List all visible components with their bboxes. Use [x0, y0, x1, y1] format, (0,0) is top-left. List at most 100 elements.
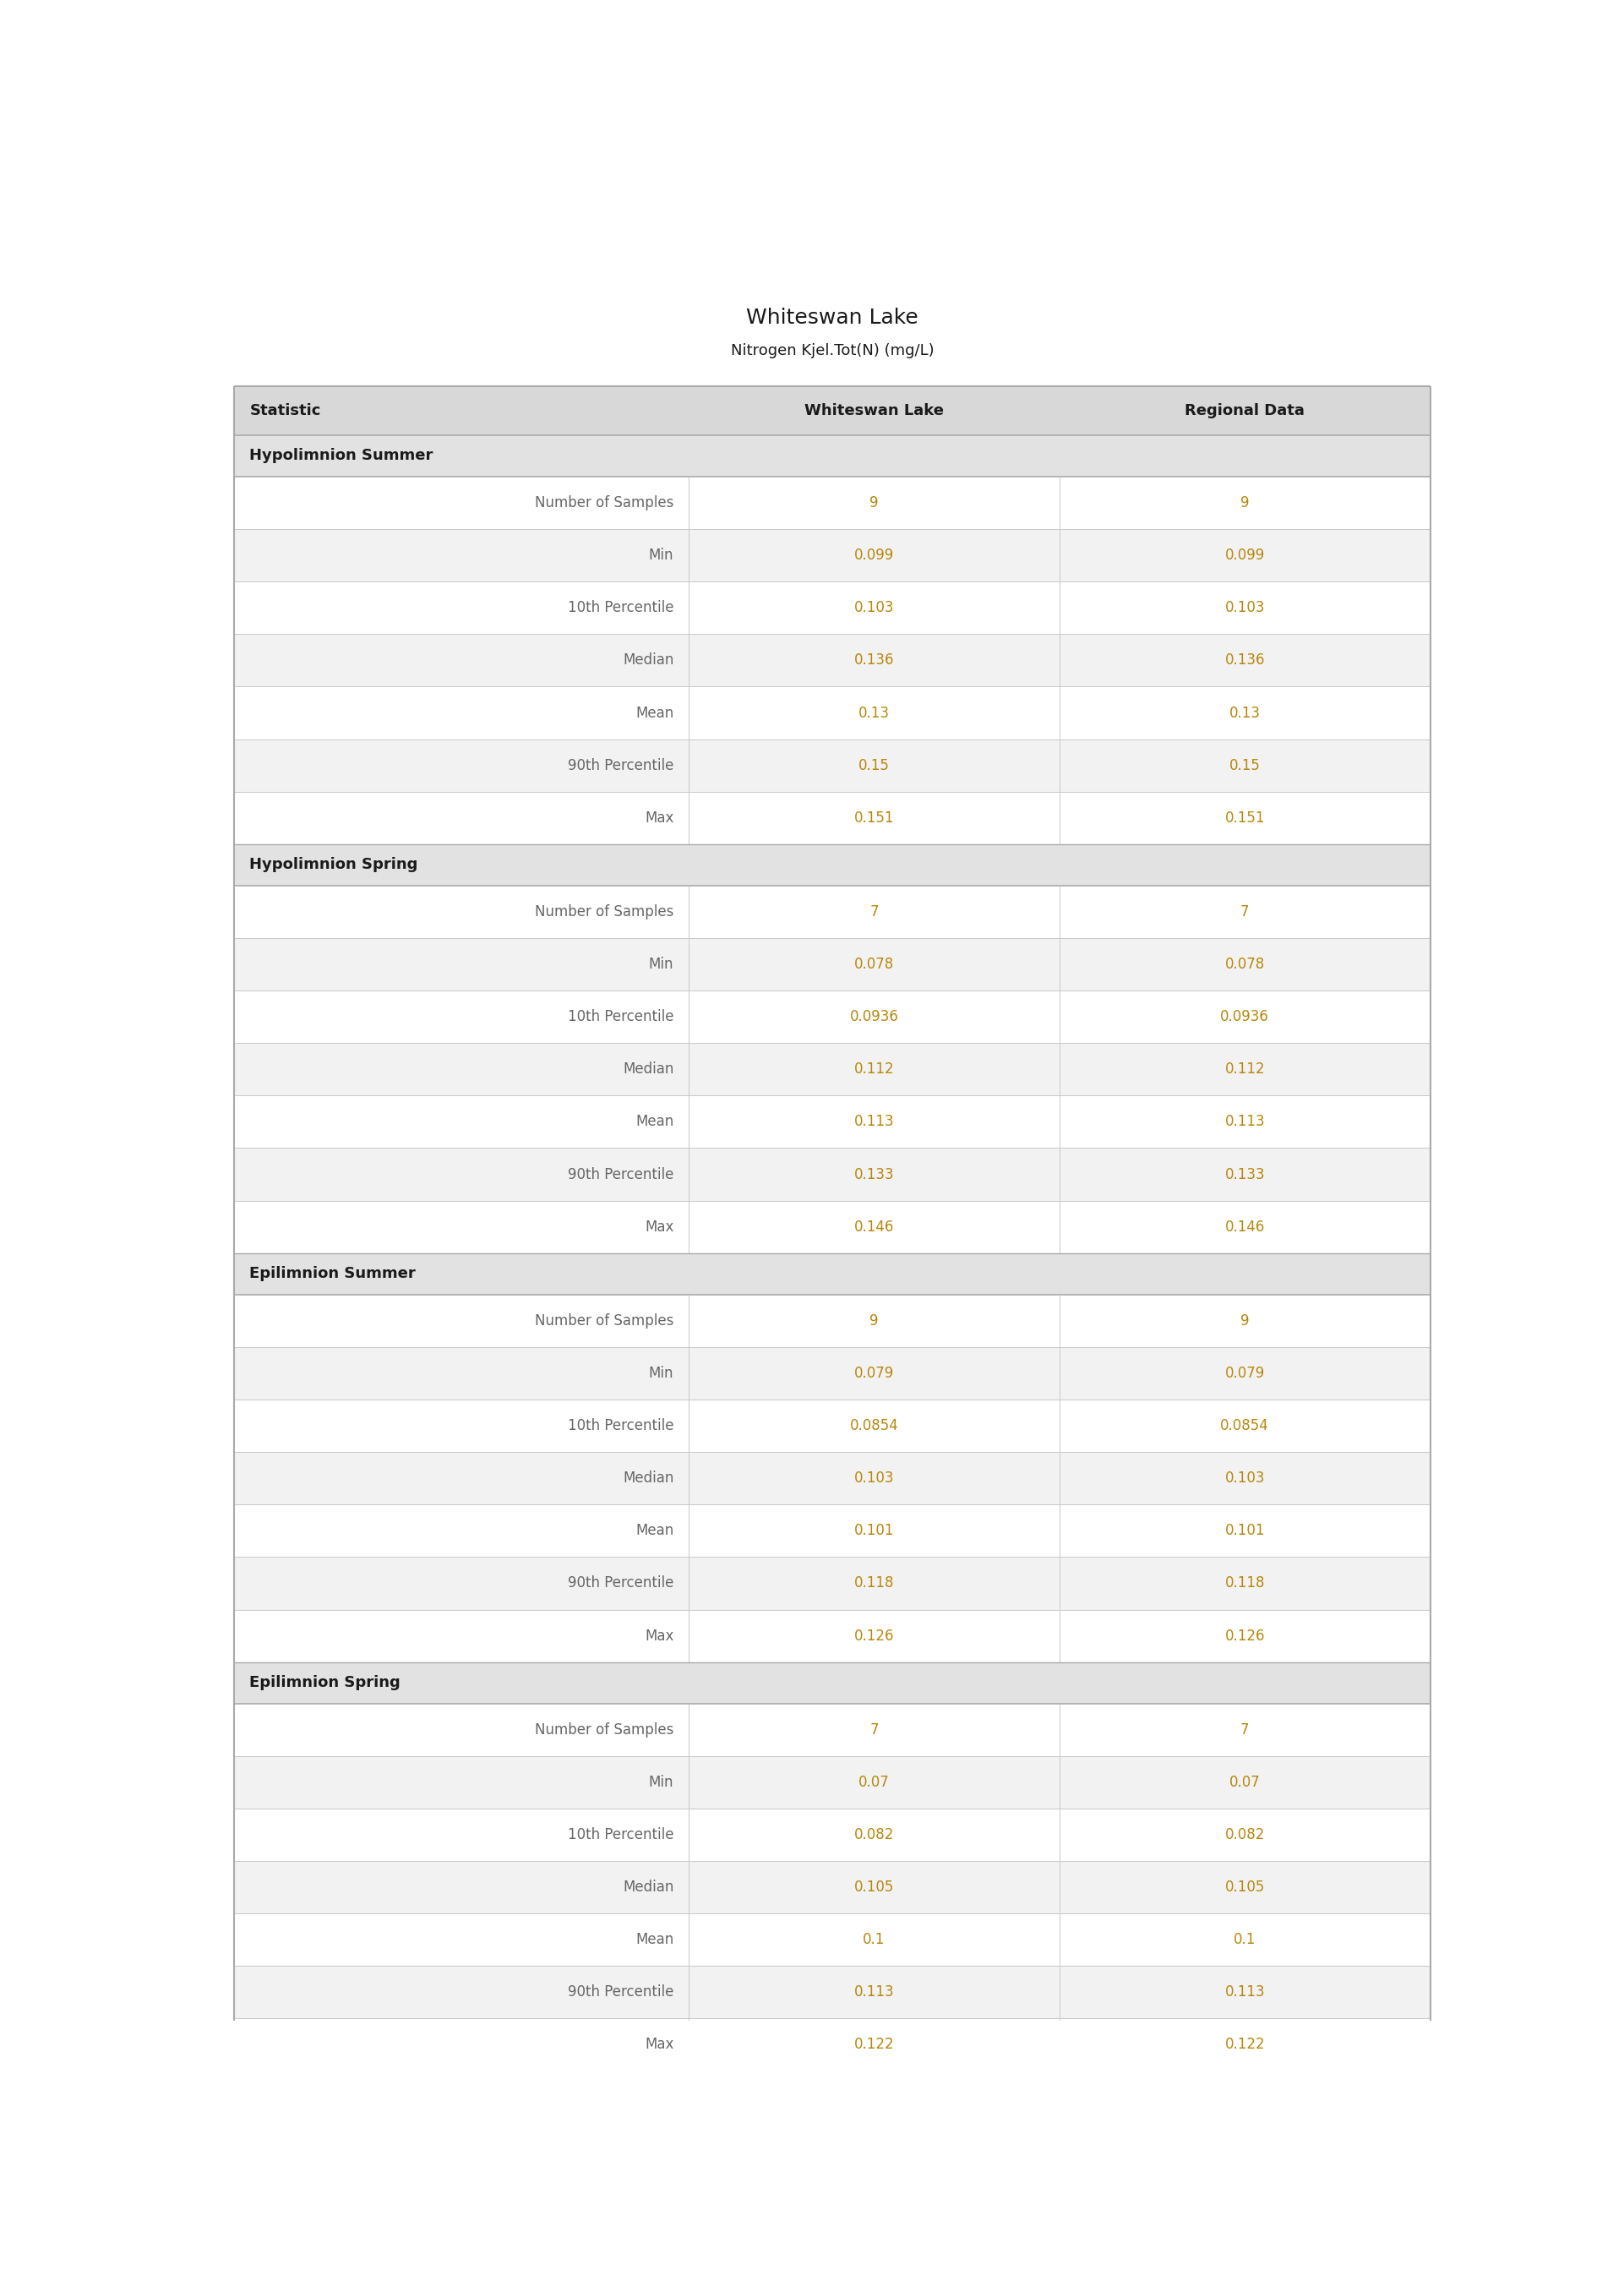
Text: 0.118: 0.118	[1224, 1575, 1265, 1591]
Text: 0.112: 0.112	[1224, 1062, 1265, 1076]
Text: Median: Median	[622, 654, 674, 667]
Bar	[234, 529, 1431, 581]
Text: 0.112: 0.112	[854, 1062, 895, 1076]
Bar	[234, 1914, 1431, 1966]
Bar	[234, 885, 1431, 938]
Text: 0.078: 0.078	[1224, 958, 1265, 972]
Text: 0.099: 0.099	[1224, 547, 1265, 563]
Text: Min: Min	[650, 1367, 674, 1380]
Text: 0.07: 0.07	[859, 1775, 890, 1791]
Bar	[234, 1966, 1431, 2018]
Text: 0.0936: 0.0936	[849, 1010, 898, 1024]
Text: Min: Min	[650, 1775, 674, 1791]
Bar	[234, 1861, 1431, 1914]
Text: Number of Samples: Number of Samples	[534, 1314, 674, 1328]
Text: 0.1: 0.1	[862, 1932, 885, 1948]
Text: 0.082: 0.082	[1224, 1827, 1265, 1843]
Bar	[234, 1662, 1431, 1705]
Text: 0.082: 0.082	[854, 1827, 895, 1843]
Text: 0.136: 0.136	[854, 654, 895, 667]
Text: 0.105: 0.105	[1224, 1880, 1265, 1895]
Text: 0.101: 0.101	[1224, 1523, 1265, 1539]
Text: 7: 7	[870, 1723, 879, 1739]
Bar	[234, 633, 1431, 686]
Text: 0.07: 0.07	[1229, 1775, 1260, 1791]
Text: Number of Samples: Number of Samples	[534, 495, 674, 511]
Text: Max: Max	[645, 1219, 674, 1235]
Text: 0.101: 0.101	[854, 1523, 895, 1539]
Text: 9: 9	[870, 495, 879, 511]
Text: Mean: Mean	[635, 706, 674, 720]
Text: 7: 7	[1241, 1723, 1249, 1739]
Text: Whiteswan Lake: Whiteswan Lake	[804, 402, 944, 418]
Text: 0.099: 0.099	[854, 547, 895, 563]
Bar	[234, 938, 1431, 990]
Text: 0.103: 0.103	[854, 599, 895, 615]
Bar	[234, 477, 1431, 529]
Text: 0.113: 0.113	[854, 1984, 895, 2000]
Text: 10th Percentile: 10th Percentile	[568, 1010, 674, 1024]
Text: 0.133: 0.133	[854, 1167, 895, 1183]
Text: 0.15: 0.15	[1229, 758, 1260, 772]
Text: 10th Percentile: 10th Percentile	[568, 1419, 674, 1435]
Bar	[234, 686, 1431, 740]
Text: 0.118: 0.118	[854, 1575, 895, 1591]
Text: Epilimnion Summer: Epilimnion Summer	[250, 1267, 416, 1283]
Text: 7: 7	[1241, 903, 1249, 919]
Text: 0.0936: 0.0936	[1220, 1010, 1270, 1024]
Text: 0.113: 0.113	[1224, 1984, 1265, 2000]
Bar	[234, 1609, 1431, 1662]
Bar	[234, 1809, 1431, 1861]
Text: Nitrogen Kjel.Tot(N) (mg/L): Nitrogen Kjel.Tot(N) (mg/L)	[731, 343, 934, 359]
Text: 0.151: 0.151	[854, 810, 895, 826]
Text: Median: Median	[622, 1471, 674, 1487]
Text: 0.0854: 0.0854	[849, 1419, 898, 1435]
Text: 90th Percentile: 90th Percentile	[568, 1167, 674, 1183]
Text: 10th Percentile: 10th Percentile	[568, 1827, 674, 1843]
Text: 0.122: 0.122	[1224, 2036, 1265, 2052]
Text: 0.146: 0.146	[1224, 1219, 1265, 1235]
Text: 0.0854: 0.0854	[1220, 1419, 1270, 1435]
Text: 0.122: 0.122	[854, 2036, 895, 2052]
Text: Max: Max	[645, 1628, 674, 1643]
Bar	[234, 581, 1431, 633]
Text: 0.079: 0.079	[1224, 1367, 1265, 1380]
Text: Max: Max	[645, 810, 674, 826]
Bar	[234, 1505, 1431, 1557]
Text: 90th Percentile: 90th Percentile	[568, 758, 674, 772]
Bar	[234, 1201, 1431, 1253]
Text: 90th Percentile: 90th Percentile	[568, 1575, 674, 1591]
Text: 0.133: 0.133	[1224, 1167, 1265, 1183]
Text: 7: 7	[870, 903, 879, 919]
Text: 10th Percentile: 10th Percentile	[568, 599, 674, 615]
Text: 0.13: 0.13	[1229, 706, 1260, 720]
Bar	[234, 1705, 1431, 1757]
Text: Statistic: Statistic	[250, 402, 322, 418]
Bar	[234, 386, 1431, 436]
Text: 0.151: 0.151	[1224, 810, 1265, 826]
Text: 0.13: 0.13	[859, 706, 890, 720]
Text: Whiteswan Lake: Whiteswan Lake	[745, 309, 919, 327]
Text: Number of Samples: Number of Samples	[534, 1723, 674, 1739]
Bar	[234, 1453, 1431, 1505]
Text: Median: Median	[622, 1062, 674, 1076]
Bar	[234, 1348, 1431, 1401]
Bar	[234, 436, 1431, 477]
Text: 0.1: 0.1	[1234, 1932, 1255, 1948]
Bar	[234, 1044, 1431, 1096]
Text: 9: 9	[1241, 495, 1249, 511]
Text: Regional Data: Regional Data	[1186, 402, 1304, 418]
Text: Mean: Mean	[635, 1523, 674, 1539]
Bar	[234, 990, 1431, 1044]
Text: 0.136: 0.136	[1224, 654, 1265, 667]
Text: Max: Max	[645, 2036, 674, 2052]
Bar	[234, 1557, 1431, 1609]
Text: 0.113: 0.113	[854, 1115, 895, 1130]
Bar	[234, 2018, 1431, 2070]
Text: 0.078: 0.078	[854, 958, 895, 972]
Text: 0.113: 0.113	[1224, 1115, 1265, 1130]
Text: 0.103: 0.103	[1224, 1471, 1265, 1487]
Text: Min: Min	[650, 958, 674, 972]
Text: Hypolimnion Spring: Hypolimnion Spring	[250, 858, 417, 872]
Text: Mean: Mean	[635, 1115, 674, 1130]
